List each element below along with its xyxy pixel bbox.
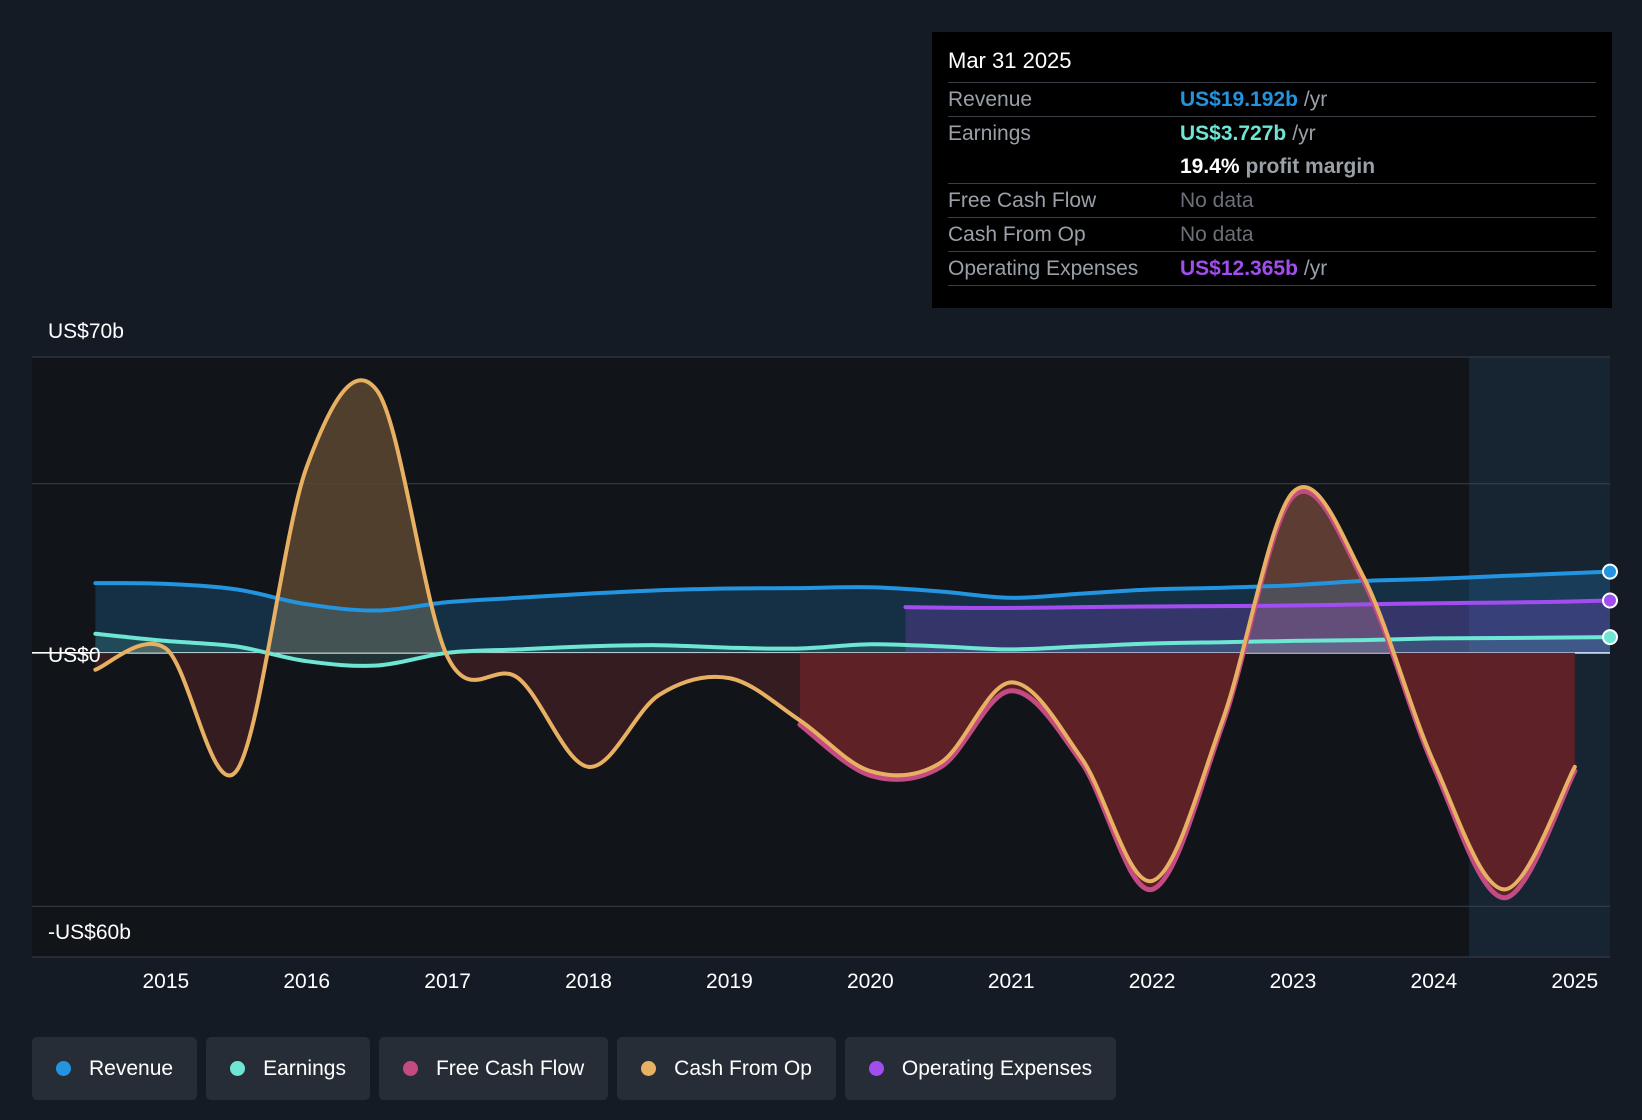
tooltip-label: Free Cash Flow	[948, 189, 1097, 212]
x-tick-label: 2021	[987, 970, 1035, 993]
x-tick-label: 2023	[1269, 970, 1317, 993]
legend-item-free-cash-flow[interactable]: Free Cash Flow	[378, 1037, 609, 1100]
legend-item-cash-from-op[interactable]: Cash From Op	[617, 1037, 836, 1100]
legend-label: Cash From Op	[674, 1056, 812, 1080]
data-tooltip: Mar 31 2025 Revenue US$19.192b /yr Earni…	[932, 32, 1612, 308]
tooltip-label: Revenue	[948, 88, 1033, 111]
free-cash-flow-area-negative	[799, 652, 1575, 898]
x-tick-label: 2022	[1128, 970, 1176, 993]
tooltip-value: US$3.727b	[1180, 122, 1287, 145]
tooltip-row-operating-expenses: Operating Expenses US$12.365b /yr	[948, 252, 1596, 286]
tooltip-row-cash-from-op: Cash From Op No data	[948, 218, 1596, 252]
revenue-area	[95, 571, 1610, 653]
revenue-end-marker	[1602, 563, 1618, 580]
tooltip-row-free-cash-flow: Free Cash Flow No data	[948, 184, 1596, 218]
tooltip-row-earnings: Earnings US$3.727b /yr	[948, 117, 1596, 150]
tooltip-unit: profit margin	[1245, 155, 1376, 178]
tooltip-unit: /yr	[1303, 257, 1328, 280]
cash-from-op-line	[93, 378, 1577, 892]
operating-expenses-end-marker	[1602, 592, 1618, 609]
tooltip-value: No data	[1180, 223, 1254, 246]
x-tick-label: 2019	[706, 970, 753, 993]
y-axis-label-zero: US$0	[48, 644, 101, 667]
x-tick-label: 2024	[1410, 970, 1458, 993]
x-tick-label: 2017	[424, 970, 471, 993]
legend-item-earnings[interactable]: Earnings	[206, 1037, 370, 1100]
legend-label: Earnings	[263, 1056, 346, 1080]
tooltip-date: Mar 31 2025	[948, 46, 1596, 83]
legend-label: Revenue	[89, 1056, 174, 1080]
tooltip-unit: /yr	[1303, 88, 1328, 111]
free-cash-flow-area-positive	[1243, 491, 1393, 653]
legend-dot-icon	[56, 1061, 71, 1076]
legend-dot-icon	[230, 1061, 246, 1076]
tooltip-label: Earnings	[948, 122, 1031, 145]
earnings-area	[95, 633, 1610, 666]
tooltip-value: US$19.192b	[1180, 88, 1298, 111]
tooltip-label	[948, 150, 1180, 183]
tooltip-label: Operating Expenses	[948, 257, 1139, 280]
legend-label: Free Cash Flow	[435, 1056, 585, 1080]
legend-item-operating-expenses[interactable]: Operating Expenses	[844, 1037, 1117, 1100]
x-tick-label: 2025	[1551, 970, 1599, 993]
tooltip-row-profit-margin: 19.4% profit margin	[948, 150, 1596, 184]
legend-label: Operating Expenses	[901, 1056, 1093, 1080]
y-axis-label-bottom: -US$60b	[48, 921, 131, 944]
legend-item-revenue[interactable]: Revenue	[32, 1037, 198, 1100]
x-tick-label: 2018	[565, 970, 612, 993]
tooltip-value: No data	[1180, 189, 1254, 212]
tooltip-label: Cash From Op	[948, 223, 1086, 246]
operating-expenses-line	[903, 598, 1612, 611]
tooltip-unit: /yr	[1292, 122, 1316, 145]
x-tick-label: 2016	[283, 970, 331, 993]
tooltip-row-revenue: Revenue US$19.192b /yr	[948, 83, 1596, 117]
x-tick-label: 2015	[142, 970, 190, 993]
tooltip-value: US$12.365b	[1180, 257, 1298, 280]
legend-dot-icon	[641, 1061, 657, 1076]
y-axis-label-top: US$70b	[48, 320, 124, 343]
chart-legend: Revenue Earnings Free Cash Flow Cash Fro…	[32, 1037, 1125, 1100]
legend-dot-icon	[402, 1061, 418, 1076]
x-tick-label: 2020	[846, 970, 894, 993]
revenue-line	[93, 569, 1612, 613]
legend-dot-icon	[868, 1061, 884, 1076]
earnings-end-marker	[1602, 629, 1618, 646]
earnings-line	[93, 631, 1612, 668]
tooltip-value: 19.4%	[1180, 155, 1240, 178]
